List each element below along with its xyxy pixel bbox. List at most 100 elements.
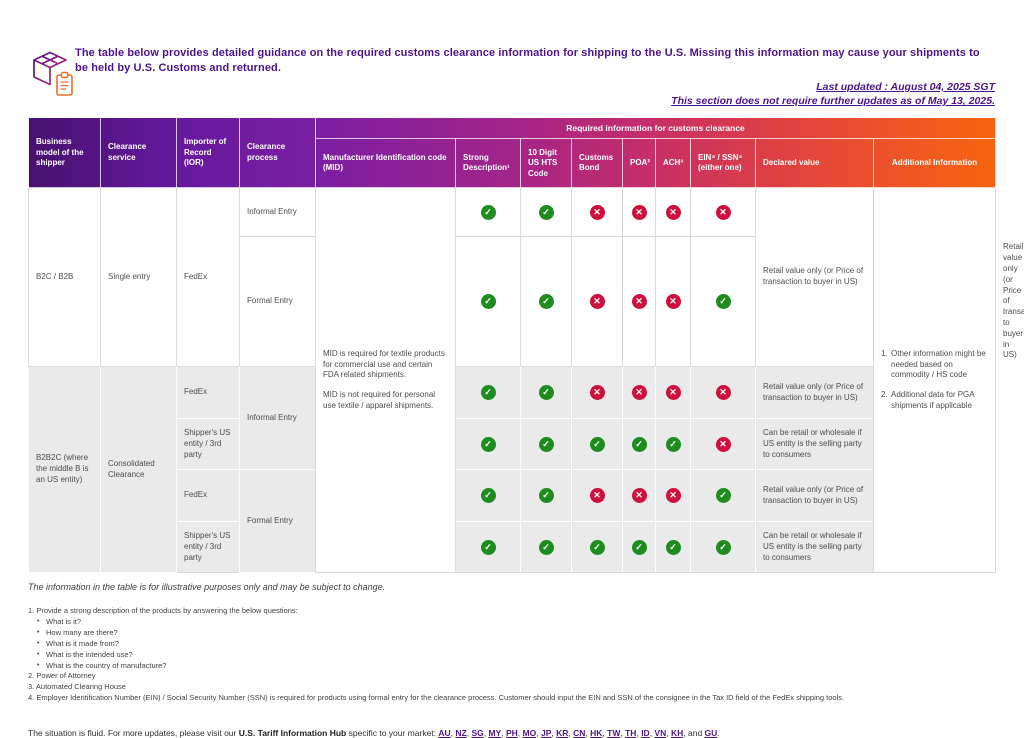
situation-line: The situation is fluid. For more updates… <box>28 728 995 738</box>
table-row: Shipper's US entity / 3rd party ✓ ✓ ✓ ✓ … <box>29 418 996 471</box>
market-link-kr[interactable]: KR <box>556 728 569 738</box>
cell-business-model: B2B2C (where the middle B is an US entit… <box>28 366 101 574</box>
cross-icon: ✕ <box>665 488 681 504</box>
check-icon: ✓ <box>589 539 605 555</box>
check-icon: ✓ <box>538 436 554 452</box>
cell-clearance-process: Formal Entry <box>239 236 316 368</box>
check-icon: ✓ <box>715 488 731 504</box>
col-header-business-model: Business model of the shipper <box>28 117 101 189</box>
tariff-hub-label: U.S. Tariff Information Hub <box>238 728 347 738</box>
footnote-1-bullets: What is it? How many are there? What is … <box>37 617 995 671</box>
cell-clearance-service: Single entry <box>100 187 177 368</box>
col-header-hts-code: 10 Digit US HTS Code <box>520 138 572 189</box>
cell-clearance-process: Informal Entry <box>239 366 316 471</box>
market-link-jp[interactable]: JP <box>540 728 552 738</box>
cell-ior: FedEx <box>176 187 240 368</box>
update-note-text: This section does not require further up… <box>671 95 995 108</box>
col-header-strong-description: Strong Description¹ <box>455 138 521 189</box>
customs-table: Business model of the shipper Clearance … <box>28 117 1024 574</box>
market-link-cn[interactable]: CN <box>573 728 586 738</box>
table-row: Shipper's US entity / 3rd party ✓ ✓ ✓ ✓ … <box>29 521 996 574</box>
footnote-bullet: What is the country of manufacture? <box>37 661 995 672</box>
col-header-ach: ACH³ <box>655 138 691 189</box>
market-link-kh[interactable]: KH <box>670 728 684 738</box>
market-link-id[interactable]: ID <box>641 728 650 738</box>
market-link-vn[interactable]: VN <box>654 728 667 738</box>
last-updated-text: Last updated : August 04, 2025 SGT <box>816 81 995 94</box>
check-icon: ✓ <box>538 385 554 401</box>
cell-mid-notes: MID is required for textile products for… <box>315 187 456 574</box>
footnote-2: 2. Power of Attorney <box>28 671 96 681</box>
market-link-nz[interactable]: NZ <box>455 728 467 738</box>
cell-ior: Shipper's US entity / 3rd party <box>176 521 240 574</box>
cell-declared-value: Retail value only (or Price of transacti… <box>755 187 874 368</box>
footnote-bullet: What is it made from? <box>37 639 995 650</box>
table-row: FedEx Formal Entry ✓ ✓ ✕ ✕ ✕ ✓ Retail va… <box>29 469 996 574</box>
check-icon: ✓ <box>480 385 496 401</box>
table-header-row-sub: Manufacturer Identification code (MID) S… <box>29 138 997 189</box>
check-icon: ✓ <box>538 488 554 504</box>
market-link-ph[interactable]: PH <box>505 728 518 738</box>
cross-icon: ✕ <box>589 385 605 401</box>
cell-clearance-service: Consolidated Clearance <box>100 366 177 574</box>
cross-icon: ✕ <box>715 385 731 401</box>
footnote-1: 1. Provide a strong description of the p… <box>28 606 298 616</box>
cell-ior: FedEx <box>176 366 240 420</box>
market-link-my[interactable]: MY <box>488 728 502 738</box>
cross-icon: ✕ <box>715 204 731 220</box>
table-row: B2C / B2B Single entry FedEx Informal En… <box>28 187 997 574</box>
col-header-required-info-span: Required information for customs clearan… <box>314 117 997 140</box>
check-icon: ✓ <box>589 436 605 452</box>
page-header: The table below provides detailed guidan… <box>28 46 995 108</box>
check-icon: ✓ <box>480 488 496 504</box>
check-icon: ✓ <box>665 436 681 452</box>
cross-icon: ✕ <box>631 488 647 504</box>
cross-icon: ✕ <box>589 488 605 504</box>
cell-declared-value: Can be retail or wholesale if US entity … <box>755 418 874 471</box>
cell-additional-information: 1. Other information might be needed bas… <box>872 187 997 574</box>
check-icon: ✓ <box>715 539 731 555</box>
market-link-tw[interactable]: TW <box>607 728 621 738</box>
check-icon: ✓ <box>480 294 496 310</box>
col-header-customs-bond: Customs Bond <box>571 138 623 189</box>
col-header-clearance-process: Clearance process <box>239 117 316 189</box>
footnote-bullet: What is the intended use? <box>37 650 995 661</box>
col-header-additional-information: Additional Information <box>872 138 997 189</box>
table-header-row-top: Business model of the shipper Clearance … <box>28 117 997 189</box>
footnote-bullet: How many are there? <box>37 628 995 639</box>
market-link-gu[interactable]: GU <box>704 728 718 738</box>
check-icon: ✓ <box>538 539 554 555</box>
market-link-hk[interactable]: HK <box>590 728 603 738</box>
market-link-th[interactable]: TH <box>625 728 637 738</box>
cross-icon: ✕ <box>665 204 681 220</box>
check-icon: ✓ <box>538 204 554 220</box>
page: The table below provides detailed guidan… <box>28 0 1024 738</box>
col-header-ior: Importer of Record (IOR) <box>176 117 240 189</box>
footnote-4: 4. Employer Identification Number (EIN) … <box>28 693 845 703</box>
mid-note-2: MID is not required for personal use tex… <box>323 390 436 410</box>
check-icon: ✓ <box>480 436 496 452</box>
market-link-mo[interactable]: MO <box>522 728 537 738</box>
check-icon: ✓ <box>631 436 647 452</box>
cell-ior: Shipper's US entity / 3rd party <box>176 418 240 471</box>
check-icon: ✓ <box>538 294 554 310</box>
col-header-mid: Manufacturer Identification code (MID) <box>315 138 456 189</box>
situation-text-after: specific to your market: <box>348 728 437 738</box>
check-icon: ✓ <box>715 294 731 310</box>
footnote-3: 3. Automated Clearing House <box>28 682 126 692</box>
footnote-bullet: What is it? <box>37 617 995 628</box>
cross-icon: ✕ <box>631 294 647 310</box>
col-header-clearance-service: Clearance service <box>100 117 177 189</box>
table-disclaimer: The information in the table is for illu… <box>28 582 386 593</box>
cell-declared-value: Retail value only (or Price of transacti… <box>755 469 874 523</box>
footnotes: 1. Provide a strong description of the p… <box>28 606 995 704</box>
additional-info-item: 1. Other information might be needed bas… <box>881 348 986 380</box>
package-clipboard-icon <box>33 51 73 96</box>
market-link-au[interactable]: AU <box>438 728 451 738</box>
market-link-sg[interactable]: SG <box>471 728 484 738</box>
cell-business-model: B2C / B2B <box>28 187 101 368</box>
check-icon: ✓ <box>631 539 647 555</box>
market-links: AU, NZ, SG, MY, PH, MO, JP, KR, CN, HK, … <box>438 728 720 738</box>
col-header-poa: POA² <box>622 138 656 189</box>
intro-text: The table below provides detailed guidan… <box>75 47 980 74</box>
